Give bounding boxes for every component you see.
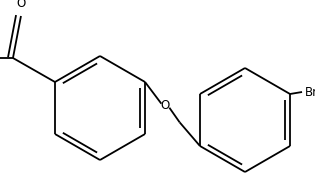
Text: Br: Br (305, 86, 315, 98)
Text: O: O (16, 0, 26, 10)
Text: O: O (161, 99, 170, 112)
